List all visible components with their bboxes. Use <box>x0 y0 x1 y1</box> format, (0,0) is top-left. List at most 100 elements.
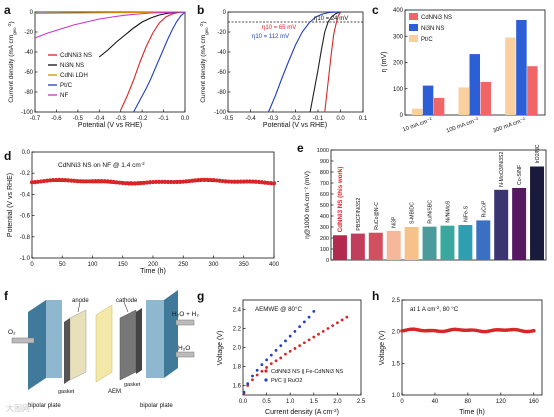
panel-d-point <box>226 179 231 184</box>
panel-letter-a: a <box>4 3 11 17</box>
panel-d-ytick-label: -0.6 <box>20 214 31 220</box>
right-port-bottom <box>175 351 195 358</box>
panel-g-point <box>260 363 264 366</box>
panel-c-bar <box>505 37 516 115</box>
panel-g-point <box>242 390 246 394</box>
panel-e-ylabel: η@1000 mA cm⁻² (mV) <box>304 171 311 239</box>
bipolar-plate-left-face <box>46 300 62 378</box>
panel-c-legend-swatch <box>409 13 418 20</box>
panel-c-legend-label: CdNNi3 NS <box>421 15 452 21</box>
panel-g-legend-label: CdNNi3 NS || Fe-CdNNi3 NS <box>271 369 343 375</box>
panel-a-line-4 <box>34 11 186 39</box>
panel-g-point <box>312 310 316 313</box>
panel-d-point <box>172 179 177 185</box>
left-port <box>11 337 35 344</box>
panel-d-title: CdNNi3 NS on NF @ 1.4 cm-2 <box>58 161 145 170</box>
panel-d-point <box>268 181 274 186</box>
panel-e-ytick-label: 600 <box>320 192 329 198</box>
panel-d-point <box>202 177 207 182</box>
watermark: 大图网 <box>6 403 30 413</box>
panel-d-title-part: -2 <box>141 161 145 166</box>
panel-h-xlabel: Time (h) <box>459 409 485 416</box>
panel-g-xtick-label: 2.0 <box>333 399 342 405</box>
panel-g-point <box>274 348 278 352</box>
panel-d-point <box>84 179 89 184</box>
panel-a-legend-label: CdNNi3 NS <box>60 52 92 59</box>
panel-g-point <box>340 318 344 322</box>
panel-g-ylabel-part: Voltage (V) <box>217 331 224 366</box>
panel-c-axes: 0 100 200 300 400 10 mA cm⁻² 100 mA cm⁻² 300 mA… <box>393 8 546 135</box>
panel-g-point <box>251 374 254 378</box>
panel-e-bar-label: PBSCF/Ni3S2 <box>356 198 362 231</box>
panel-c-bar <box>411 108 423 115</box>
panel-g-point <box>331 324 335 328</box>
panel-d-point <box>232 179 237 184</box>
panel-e-bar <box>332 235 347 260</box>
panel-d-point <box>90 179 95 184</box>
panel-e-ytick-label: 300 <box>320 225 329 231</box>
panel-d-point <box>256 179 261 185</box>
panel-a-xtick-label: -0.6 <box>51 116 62 122</box>
panel-g-point <box>321 329 325 333</box>
panel-a-xlabel: Potential (V vs RHE) <box>78 122 142 129</box>
panel-d-point <box>156 179 162 184</box>
panel-b-line-1 <box>309 11 341 113</box>
panel-g-point <box>269 353 273 357</box>
panel-d-ytick-label: -0.4 <box>20 192 31 198</box>
panel-a-ytick-label: -80 <box>24 90 33 96</box>
panel-g-point <box>246 382 250 385</box>
cathode-electrode <box>119 309 137 381</box>
panel-d-point <box>205 177 210 182</box>
panel-d-point <box>63 178 68 183</box>
panel-g-point <box>312 335 316 339</box>
panel-e-bar-label: Ru/NiSBC <box>428 200 434 224</box>
panel-b-xtick-label: 0.0 <box>336 116 345 122</box>
panel-d-point <box>247 179 252 184</box>
label-cathode: cathode <box>116 298 138 304</box>
panel-d-point <box>93 179 98 184</box>
panel-e-bar-label: RuCoP <box>481 200 487 217</box>
panel-c-ylabel-part: η (mV) <box>381 52 388 73</box>
panel-g-ytick-label: 2.2 <box>233 327 242 333</box>
panel-a-legend-label: NF <box>60 92 68 99</box>
gasket-right <box>136 308 142 374</box>
panel-g-xtick-label: 2.5 <box>357 399 366 405</box>
panel-letter-b: b <box>197 3 204 17</box>
panel-d-point <box>48 178 53 183</box>
panel-b-ytick-label: -100 <box>214 110 227 116</box>
panel-g-point <box>279 344 283 347</box>
panel-d-point <box>135 181 140 186</box>
panel-d-xtick-label: 150 <box>118 262 129 268</box>
panel-g-ytick-label: 2.4 <box>233 308 242 314</box>
panel-e-ytick-label: 1000 <box>317 148 329 154</box>
panel-d-point <box>132 181 137 186</box>
panel-d-point <box>259 180 264 185</box>
panel-d-ytick-label: -0.2 <box>20 171 31 177</box>
panel-g-point <box>302 341 306 345</box>
panel-g-point <box>284 339 287 343</box>
panel-g-point <box>265 366 268 369</box>
panel-h-point <box>531 328 536 333</box>
panel-a-xtick-label: 0.0 <box>181 116 190 122</box>
panel-g-xtick-label: 1.5 <box>310 399 319 405</box>
label-bipolar-plate: bipolar plate <box>140 403 173 409</box>
panel-d-point <box>105 179 110 184</box>
label-h2o-h2: H₂O + H₂ <box>172 311 199 318</box>
panel-b-ylabel-part: ) <box>200 21 207 23</box>
panel-d-point <box>147 180 153 185</box>
panel-d-point <box>150 179 156 185</box>
panel-letter-d: d <box>4 149 11 163</box>
panel-e-bar <box>440 225 455 260</box>
panel-e-ytick-label: 200 <box>320 236 329 242</box>
panel-g-point <box>260 369 264 373</box>
panel-g-point <box>302 320 306 324</box>
panel-d-point <box>81 179 86 184</box>
panel-h-xtick-label: 120 <box>496 399 507 405</box>
panel-b-xtick-label: 0.1 <box>359 116 368 122</box>
panel-d-point <box>238 179 243 184</box>
panel-d-point <box>235 179 240 184</box>
panel-h-frame <box>401 299 543 396</box>
panel-g-point <box>326 327 330 330</box>
panel-d-xtick-label: 400 <box>269 262 280 268</box>
panel-d-point <box>96 179 101 184</box>
